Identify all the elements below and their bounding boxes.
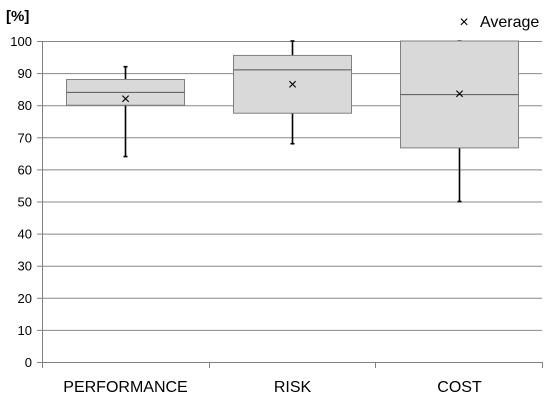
boxes: × × × xyxy=(66,40,519,203)
y-tick-label-60: 60 xyxy=(18,162,32,177)
y-tick-label-100: 100 xyxy=(10,34,32,49)
y-tick-label-0: 0 xyxy=(25,355,32,370)
box-performance: × xyxy=(66,65,185,158)
y-tick-label-40: 40 xyxy=(18,227,32,242)
category-label-risk: RISK xyxy=(274,379,312,396)
y-tick-label-30: 30 xyxy=(18,259,32,274)
x-axis-category-labels: PERFORMANCE RISK COST xyxy=(63,379,482,396)
mean-marker-risk: × xyxy=(288,76,297,93)
y-tick-label-70: 70 xyxy=(18,130,32,145)
y-axis-tick-labels: 0 10 20 30 40 50 60 70 80 90 100 xyxy=(10,34,32,370)
y-axis-unit-label: [%] xyxy=(6,8,29,25)
y-tick-label-50: 50 xyxy=(18,195,32,210)
y-tick-label-90: 90 xyxy=(18,66,32,81)
category-label-cost: COST xyxy=(437,379,482,396)
iqr-box-risk xyxy=(233,54,352,114)
category-label-performance: PERFORMANCE xyxy=(63,379,187,396)
axes xyxy=(37,41,543,368)
mean-marker-performance: × xyxy=(121,91,130,108)
y-tick-label-80: 80 xyxy=(18,98,32,113)
legend-label: Average xyxy=(480,14,539,31)
y-tick-label-20: 20 xyxy=(18,291,32,306)
legend-marker: × xyxy=(459,14,468,31)
y-tick-label-10: 10 xyxy=(18,323,32,338)
box-cost: × xyxy=(400,40,519,203)
mean-marker-cost: × xyxy=(455,86,464,103)
legend: × Average xyxy=(459,14,539,31)
box-risk: × xyxy=(233,40,352,145)
